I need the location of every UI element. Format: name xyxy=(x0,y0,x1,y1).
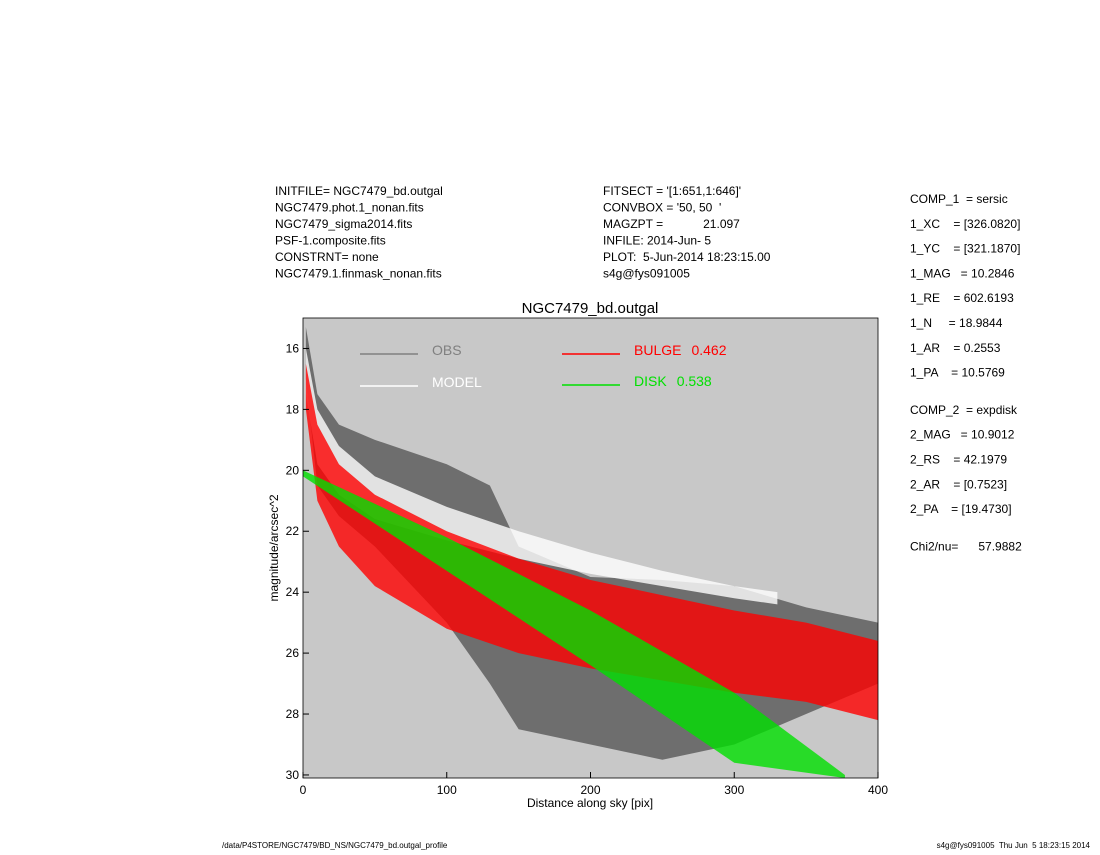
header-left-line: PSF-1.composite.fits xyxy=(275,234,386,248)
y-tick-label: 22 xyxy=(286,524,300,538)
parameter: 2_AR = [0.7523] xyxy=(910,477,1007,491)
parameter: COMP_2 = expdisk xyxy=(910,403,1018,417)
header-left-line: NGC7479.phot.1_nonan.fits xyxy=(275,201,424,215)
band xyxy=(305,348,778,605)
footer-right: s4g@fys091005 Thu Jun 5 18:23:15 2014 xyxy=(937,841,1091,850)
legend-name: MODEL xyxy=(432,374,482,390)
legend-name: OBS xyxy=(432,342,462,358)
x-axis-label: Distance along sky [pix] xyxy=(527,796,653,810)
x-tick-label: 0 xyxy=(300,783,307,797)
header-left-line: NGC7479.1.finmask_nonan.fits xyxy=(275,267,442,281)
parameter: 2_PA = [19.4730] xyxy=(910,502,1012,516)
y-tick-label: 28 xyxy=(286,707,300,721)
plot-area xyxy=(303,327,878,778)
header-left-line: NGC7479_sigma2014.fits xyxy=(275,217,412,231)
y-tick-label: 30 xyxy=(286,768,300,782)
y-tick-label: 16 xyxy=(286,341,300,355)
legend-name: DISK xyxy=(634,373,667,389)
x-tick-label: 200 xyxy=(580,783,600,797)
header-middle-line: FITSECT = '[1:651,1:646]' xyxy=(603,184,741,198)
parameter: 1_XC = [326.0820] xyxy=(910,217,1020,231)
band xyxy=(305,363,878,721)
y-tick-label: 20 xyxy=(286,463,300,477)
header-middle-line: CONVBOX = '50, 50 ' xyxy=(603,201,721,215)
legend-fraction: 0.462 xyxy=(691,342,726,358)
x-tick-label: 400 xyxy=(868,783,888,797)
parameter: Chi2/nu= 57.9882 xyxy=(910,539,1022,553)
parameter: COMP_1 = sersic xyxy=(910,192,1008,206)
header-left-line: CONSTRNT= none xyxy=(275,250,379,264)
y-tick-label: 18 xyxy=(286,402,300,416)
legend-name: BULGE xyxy=(634,342,681,358)
parameter: 1_PA = 10.5769 xyxy=(910,366,1005,380)
footer-left: /data/P4STORE/NGC7479/BD_NS/NGC7479_bd.o… xyxy=(222,841,448,850)
legend-label: OBS xyxy=(432,342,462,358)
x-tick-label: 100 xyxy=(437,783,457,797)
y-tick-label: 24 xyxy=(286,585,300,599)
parameter: 1_N = 18.9844 xyxy=(910,316,1003,330)
parameter: 1_YC = [321.1870] xyxy=(910,242,1020,256)
band xyxy=(303,470,845,778)
parameter: 1_MAG = 10.2846 xyxy=(910,266,1015,280)
legend-fraction: 0.538 xyxy=(677,373,712,389)
y-tick-label: 26 xyxy=(286,646,300,660)
header-middle-line: MAGZPT = 21.097 xyxy=(603,217,740,231)
parameter: 1_AR = 0.2553 xyxy=(910,341,1001,355)
parameter: 1_RE = 602.6193 xyxy=(910,291,1014,305)
parameter: 2_MAG = 10.9012 xyxy=(910,428,1015,442)
legend-label: DISK 0.538 xyxy=(634,373,712,389)
parameter: 2_RS = 42.1979 xyxy=(910,453,1007,467)
header-middle-line: s4g@fys091005 xyxy=(603,267,690,281)
header-left-line: INITFILE= NGC7479_bd.outgal xyxy=(275,184,443,198)
x-tick-label: 300 xyxy=(724,783,744,797)
chart-title: NGC7479_bd.outgal xyxy=(522,300,659,317)
legend-label: MODEL xyxy=(432,374,482,390)
y-axis-label: magnitude/arcsec^2 xyxy=(267,494,281,601)
header-middle-line: PLOT: 5-Jun-2014 18:23:15.00 xyxy=(603,250,771,264)
header-middle-line: INFILE: 2014-Jun- 5 xyxy=(603,234,711,248)
legend-label: BULGE 0.462 xyxy=(634,342,727,358)
